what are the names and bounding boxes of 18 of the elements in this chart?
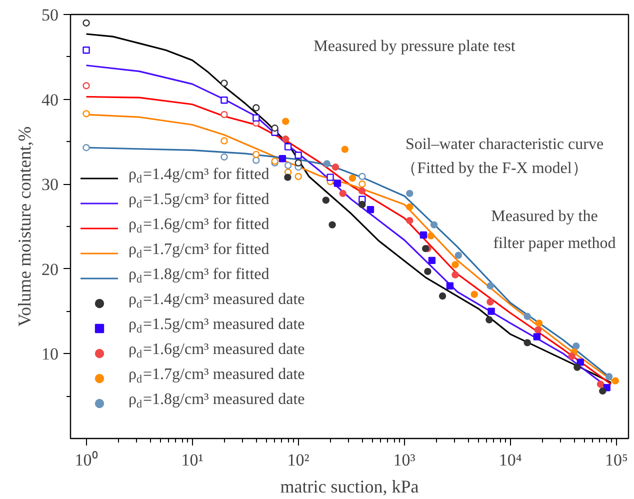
y-tick-label: 50 bbox=[42, 6, 58, 24]
y-tick-label: 20 bbox=[42, 260, 58, 279]
annotation: Measured by pressure plate test bbox=[314, 38, 516, 55]
x-tick-label: 10³ bbox=[393, 450, 416, 470]
annotation: filter paper method bbox=[493, 235, 616, 252]
x-tick-label: 10⁰ bbox=[74, 450, 98, 470]
annotation: Soil–water characteristic curve bbox=[405, 136, 604, 153]
y-tick-label: 30 bbox=[42, 175, 58, 194]
x-tick-label: 10⁴ bbox=[498, 450, 522, 470]
x-axis-title: matric suction, kPa bbox=[280, 476, 419, 496]
x-tick-label: 10² bbox=[287, 450, 310, 470]
y-tick-label: 10 bbox=[42, 344, 58, 364]
annotation: （Fitted by the F-X model） bbox=[401, 160, 588, 177]
annotation: Measured by the bbox=[491, 208, 598, 225]
y-axis-title: Volume moisture content,% bbox=[14, 126, 34, 327]
x-tick-label: 10¹ bbox=[181, 450, 204, 470]
y-tick-label: 40 bbox=[42, 90, 58, 110]
x-tick-label: 10⁵ bbox=[604, 450, 628, 470]
